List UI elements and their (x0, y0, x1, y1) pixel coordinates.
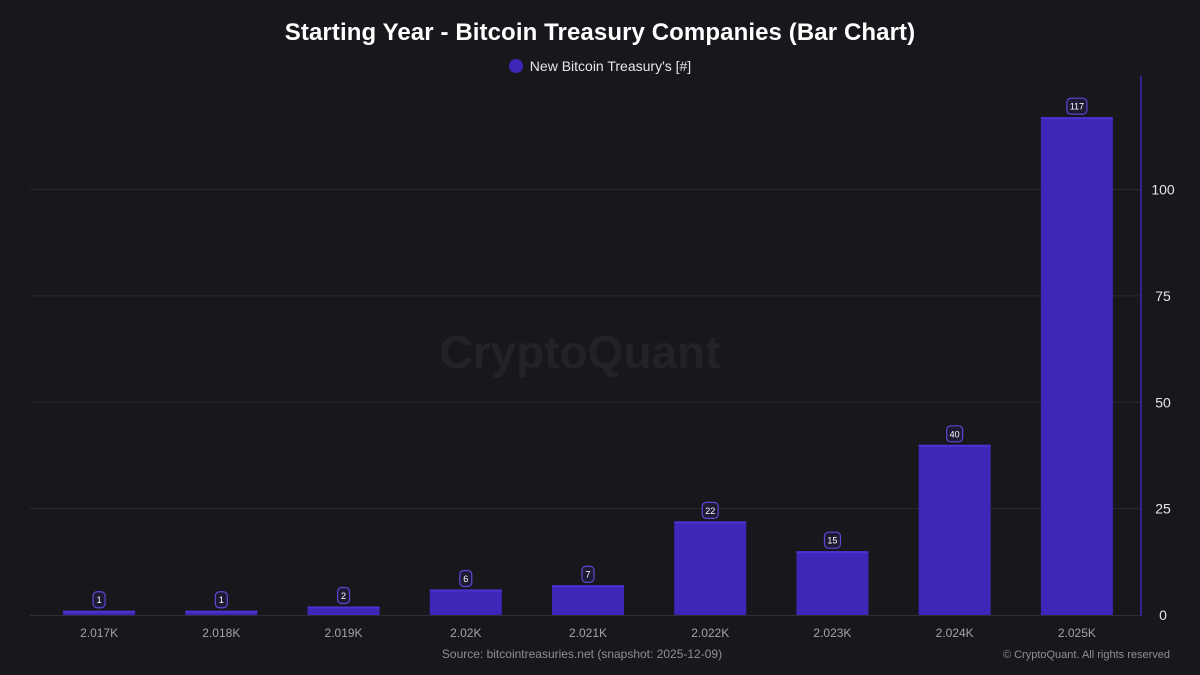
grid-lines (30, 189, 1141, 510)
data-label: 117 (1070, 102, 1084, 112)
data-label: 40 (950, 429, 960, 439)
data-label-badge (459, 569, 473, 588)
bar (918, 444, 991, 615)
bar (552, 585, 624, 615)
data-label: 22 (705, 506, 715, 516)
y-tick-label: 100 (1151, 182, 1175, 198)
data-label-badge (336, 586, 351, 605)
data-label-badge (823, 531, 842, 549)
axes: 0 25 50 75 100 2.017K 2.018K 2.019K 2.02K 2.021K 2… (30, 75, 1175, 640)
bar (796, 551, 869, 615)
bar (674, 521, 747, 615)
bar-top-edge (552, 585, 624, 588)
bar-top-edge (185, 610, 258, 613)
bars (63, 117, 1113, 615)
bar-top-edge (1040, 117, 1113, 120)
bar-top-edge (307, 606, 380, 609)
chart-legend[interactable]: New Bitcoin Treasury's [#] (0, 58, 1200, 74)
watermark-logo: CryptoQuant (439, 326, 720, 378)
data-label: 2 (341, 591, 346, 601)
legend-swatch (508, 59, 523, 73)
legend-label: New Bitcoin Treasury's [#] (529, 58, 692, 74)
bar-top-edge (918, 444, 991, 447)
bar-top-edge (429, 589, 502, 592)
data-label-badge (1066, 97, 1088, 115)
data-label: 7 (585, 570, 590, 580)
bar (185, 610, 258, 615)
y-tick-label: 25 (1155, 501, 1171, 517)
y-tick-label: 50 (1155, 394, 1171, 410)
chart-title: Starting Year - Bitcoin Treasury Compani… (284, 19, 916, 46)
data-label: 6 (463, 574, 468, 584)
x-tick-label: 2.017K (80, 626, 118, 640)
bar (307, 606, 380, 615)
x-tick-label: 2.024K (936, 626, 974, 640)
copyright-note: © CryptoQuant. All rights reserved (1002, 649, 1170, 661)
bar-top-edge (796, 551, 869, 554)
x-tick-label: 2.019K (325, 626, 363, 640)
x-tick-label: 2.023K (813, 626, 851, 640)
data-label: 1 (97, 595, 102, 605)
data-label-badge (701, 501, 719, 519)
source-note: Source: bitcointreasuries.net (snapshot:… (441, 647, 723, 661)
y-tick-label: 75 (1155, 288, 1171, 304)
x-tick-label: 2.02K (450, 626, 481, 640)
bar-top-edge (674, 521, 747, 524)
data-label: 15 (827, 536, 837, 546)
x-tick-label: 2.022K (691, 626, 729, 640)
data-label: 1 (219, 595, 224, 605)
data-label-badge (581, 565, 595, 583)
x-tick-label: 2.025K (1058, 626, 1096, 640)
x-tick-label: 2.018K (202, 626, 240, 640)
bar (63, 610, 136, 615)
data-label-badge (214, 591, 228, 609)
bar-top-edge (63, 610, 136, 613)
x-tick-label: 2.021K (569, 626, 607, 640)
bar (429, 589, 502, 615)
data-label-badge (946, 425, 964, 443)
data-label-badge (92, 591, 106, 609)
data-labels: 1 1 2 6 7 22 15 40 117 (92, 97, 1088, 609)
y-tick-label: 0 (1159, 607, 1167, 623)
bar (1040, 117, 1113, 615)
